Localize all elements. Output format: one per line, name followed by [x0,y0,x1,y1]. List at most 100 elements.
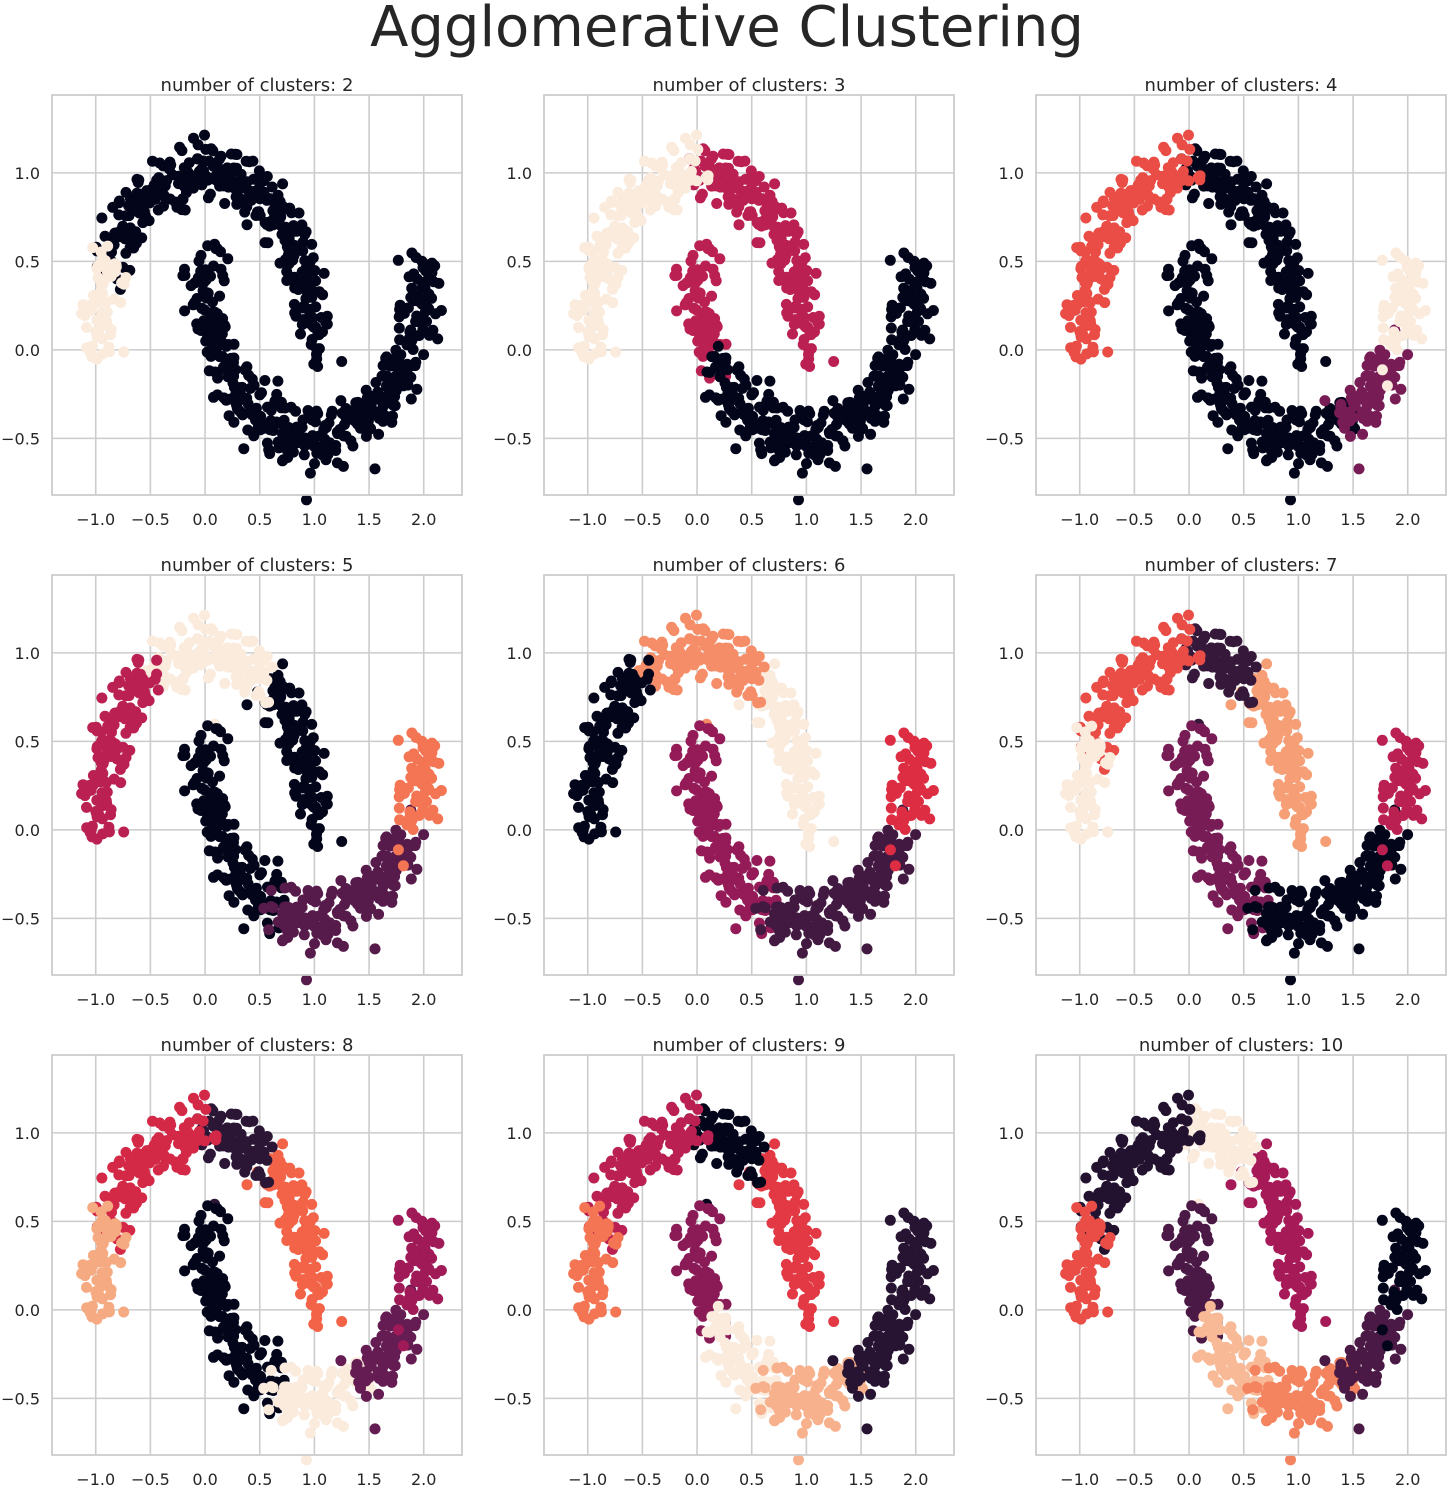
scatter-point [1279,808,1290,820]
scatter-point [116,757,128,769]
scatter-point [244,862,256,874]
scatter-point [711,678,723,689]
scatter-point [865,406,877,418]
scatter-point [304,947,316,959]
scatter-point [97,828,109,840]
scatter-point [200,772,212,784]
scatter-point [685,735,697,747]
scatter-point [1212,162,1224,174]
scatter-point [313,766,325,778]
scatter-point [739,155,751,167]
scatter-point [800,358,812,370]
scatter-point [238,443,250,455]
scatter-point [884,734,896,746]
scatter-point [1198,290,1210,302]
scatter-point [243,849,255,861]
scatter-point [1186,720,1198,732]
scatter-point [588,212,600,224]
x-tick-label: −1.0 [76,510,115,529]
scatter-point [843,401,855,413]
scatter-point [692,754,704,766]
scatter-point [702,654,714,666]
scatter-point [900,748,912,760]
scatter-point [1315,937,1327,949]
scatter-point [360,895,372,907]
scatter-point [706,633,717,645]
scatter-point [733,699,745,711]
y-tick-label: 1.0 [999,164,1024,183]
scatter-point [593,786,605,798]
y-tick-label: 1.0 [507,644,532,663]
scatter-point [1225,176,1237,188]
scatter-point [589,348,601,360]
scatter-point [699,160,711,172]
scatter-point [124,198,136,210]
scatter-point [698,328,710,339]
scatter-point [706,351,718,363]
scatter-point [1184,772,1196,784]
scatter-point [377,360,389,372]
scatter-point [1400,255,1412,267]
subplot-title: number of clusters: 6 [653,555,846,576]
scatter-point [764,375,776,387]
scatter-point [98,295,110,307]
scatter-point [311,405,323,417]
x-tick-label: 0.0 [1176,510,1201,529]
scatter-point [696,668,708,680]
scatter-point [588,333,600,345]
scatter-point [1320,836,1332,847]
scatter-point [188,132,199,144]
scatter-point [1389,371,1401,383]
scatter-point [120,690,132,702]
scatter-point [620,242,632,254]
scatter-point [717,628,729,640]
scatter-point [224,873,236,885]
scatter-point [714,253,726,265]
scatter-point [884,364,896,376]
scatter-point [703,308,715,320]
scatter-point [1211,377,1223,389]
scatter-point [1226,904,1238,916]
scatter-point [228,832,240,844]
scatter-point [722,844,733,856]
scatter-point [578,820,590,832]
scatter-point [225,148,237,160]
scatter-point [710,275,722,287]
subplot-4: number of clusters: 5−1.0 −0.5 0.0 0.5 1.0 1.… [1,555,463,1009]
scatter-point [733,656,745,668]
scatter-point [1071,242,1083,254]
scatter-point [1272,298,1284,310]
scatter-point [1231,635,1243,647]
scatter-point [730,923,742,935]
scatter-point [1091,681,1103,693]
scatter-point [301,974,312,986]
scatter-point [1230,409,1242,421]
scatter-point [224,393,236,405]
scatter-point [290,885,302,897]
scatter-point [589,828,601,840]
scatter-point [1261,178,1273,190]
scatter-point [1274,405,1286,417]
scatter-point [351,881,363,893]
scatter-point [259,855,271,866]
scatter-point [96,333,108,345]
scatter-point [405,371,417,383]
scatter-point [910,349,922,361]
scatter-point [1249,404,1261,416]
scatter-point [174,141,186,153]
scatter-point [745,165,757,177]
scatter-point [751,717,763,729]
scatter-point [219,198,231,209]
scatter-point [340,910,352,922]
scatter-point [227,377,239,389]
scatter-point [253,165,265,177]
scatter-point [644,204,656,216]
scatter-point [301,256,313,268]
scatter-point [879,410,890,422]
scatter-point [1324,430,1336,442]
subplot-2: number of clusters: 3−1.0 −0.5 0.0 0.5 1.0 1.… [493,75,955,529]
scatter-point [803,405,815,417]
scatter-point [1183,129,1194,141]
scatter-point [897,393,909,405]
scatter-point [625,174,637,186]
